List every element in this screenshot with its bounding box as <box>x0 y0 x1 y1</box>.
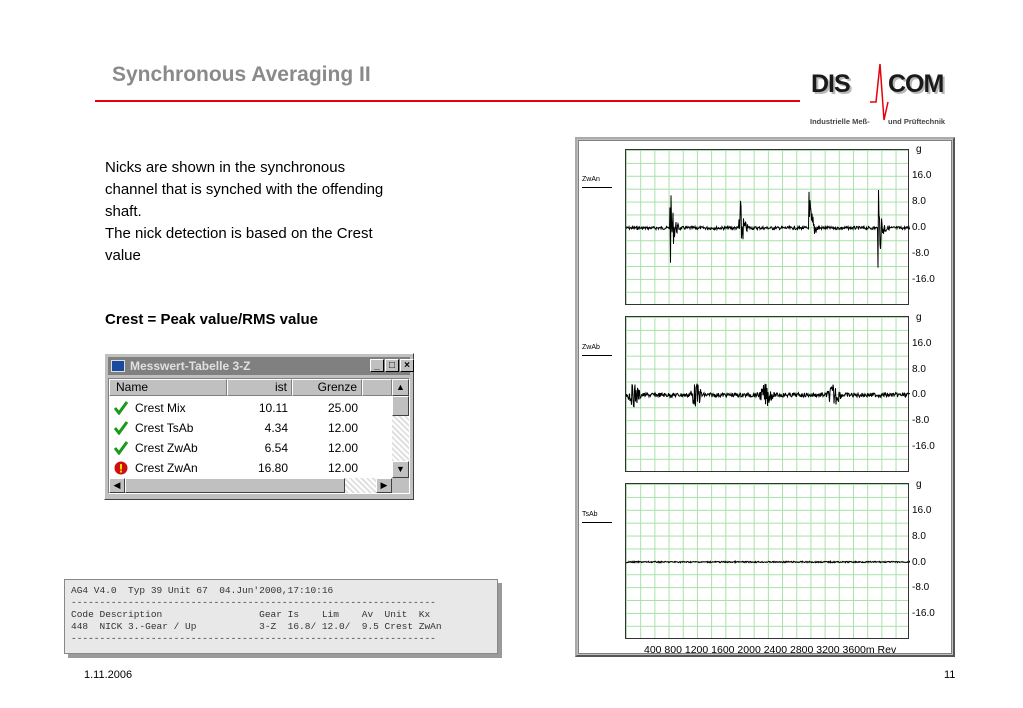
scroll-left-button[interactable]: ◀ <box>109 478 125 493</box>
ytick-label: 0.0 <box>912 557 926 568</box>
horizontal-scrollbar[interactable]: ◀ ▶ <box>109 478 392 493</box>
minimize-button[interactable]: _ <box>370 359 384 372</box>
x-axis-labels: 400 800 1200 1600 2000 2400 2800 3200 36… <box>644 644 897 656</box>
trace-zwab <box>626 383 910 408</box>
ytick-label: -16.0 <box>912 608 935 619</box>
ytick-label: 0.0 <box>912 222 926 233</box>
nick-report: AG4 V4.0 Typ 39 Unit 67 04.Jun'2000,17:1… <box>64 579 498 654</box>
scroll-up-button[interactable]: ▲ <box>392 379 409 396</box>
ytick-label: 16.0 <box>912 170 932 181</box>
check-ok-icon <box>114 401 128 415</box>
column-header-name[interactable]: Name <box>109 379 227 396</box>
ytick-label: 8.0 <box>912 531 926 542</box>
ytick-label: -8.0 <box>912 582 930 593</box>
ytick-label: -8.0 <box>912 248 930 259</box>
channel-underline <box>582 522 612 523</box>
ytick-label: 8.0 <box>912 196 926 207</box>
ytick-label: 16.0 <box>912 505 932 516</box>
check-ok-icon <box>114 421 128 435</box>
maximize-button[interactable]: □ <box>385 359 399 372</box>
column-header-ist[interactable]: ist <box>227 379 292 396</box>
averaging-scope-panel: g ZwAn 16.0 8.0 0.0 -8.0 -16.0 g ZwAb 16… <box>575 137 955 657</box>
channel-underline <box>582 187 612 188</box>
column-header-grenze[interactable]: Grenze <box>292 379 362 396</box>
window-app-icon <box>111 360 125 372</box>
ytick-label: -16.0 <box>912 274 935 285</box>
table-row[interactable]: Crest ZwAn 16.80 12.00 <box>109 458 389 478</box>
plot-zwab <box>625 316 910 472</box>
plot-tsab <box>625 483 910 639</box>
unit-label: g <box>916 144 922 155</box>
channel-label-zwan: ZwAn <box>582 176 600 183</box>
table-row[interactable]: Crest TsAb 4.34 12.00 <box>109 418 389 438</box>
trace-zwan <box>626 189 910 268</box>
waveform-line <box>626 383 910 408</box>
ytick-label: 8.0 <box>912 364 926 375</box>
ytick-label: -16.0 <box>912 441 935 452</box>
scroll-thumb[interactable] <box>392 396 409 416</box>
unit-label: g <box>916 312 922 323</box>
scope-canvas: g ZwAn 16.0 8.0 0.0 -8.0 -16.0 g ZwAb 16… <box>578 140 952 656</box>
scroll-right-button[interactable]: ▶ <box>376 478 392 493</box>
vertical-scrollbar[interactable]: ▲ ▼ <box>392 379 409 478</box>
check-ok-icon <box>114 441 128 455</box>
window-title: Messwert-Tabelle 3-Z <box>130 359 251 373</box>
ytick-label: -8.0 <box>912 415 930 426</box>
channel-label-tsab: TsAb <box>582 511 598 518</box>
logo-pulse-icon <box>870 63 889 121</box>
discom-logo: DIS DIS COM COM Industrielle Meß- und Pr… <box>805 62 955 132</box>
page-number: 11 <box>944 669 956 681</box>
alarm-icon <box>114 461 128 475</box>
crest-formula: Crest = Peak value/RMS value <box>105 311 319 328</box>
footer-date: 1.11.2006 <box>84 669 133 681</box>
window-titlebar[interactable]: Messwert-Tabelle 3-Z _ □ × <box>108 357 414 375</box>
hscroll-thumb[interactable] <box>125 478 345 493</box>
scroll-down-button[interactable]: ▼ <box>392 461 409 478</box>
column-header-spacer <box>362 379 392 396</box>
ytick-label: 16.0 <box>912 338 932 349</box>
page-title: Synchronous Averaging II <box>112 63 371 86</box>
title-underline <box>95 100 800 102</box>
waveform-line <box>626 559 910 565</box>
channel-underline <box>582 355 612 356</box>
measurement-table-window[interactable]: Messwert-Tabelle 3-Z _ □ × Name ist Gren… <box>104 353 414 500</box>
table-row[interactable]: Crest ZwAb 6.54 12.00 <box>109 438 389 458</box>
measurement-list[interactable]: Name ist Grenze Crest Mix 10.11 25.00 Cr… <box>108 378 410 494</box>
unit-label: g <box>916 479 922 490</box>
trace-tsab <box>626 559 910 565</box>
ytick-label: 0.0 <box>912 389 926 400</box>
waveform-line <box>626 189 910 268</box>
resize-grip[interactable] <box>392 478 409 493</box>
plot-zwan <box>625 149 910 305</box>
table-row[interactable]: Crest Mix 10.11 25.00 <box>109 398 389 418</box>
channel-label-zwab: ZwAb <box>582 344 600 351</box>
close-button[interactable]: × <box>400 359 414 372</box>
intro-text: Nicks are shown in the synchronous chann… <box>105 159 384 264</box>
